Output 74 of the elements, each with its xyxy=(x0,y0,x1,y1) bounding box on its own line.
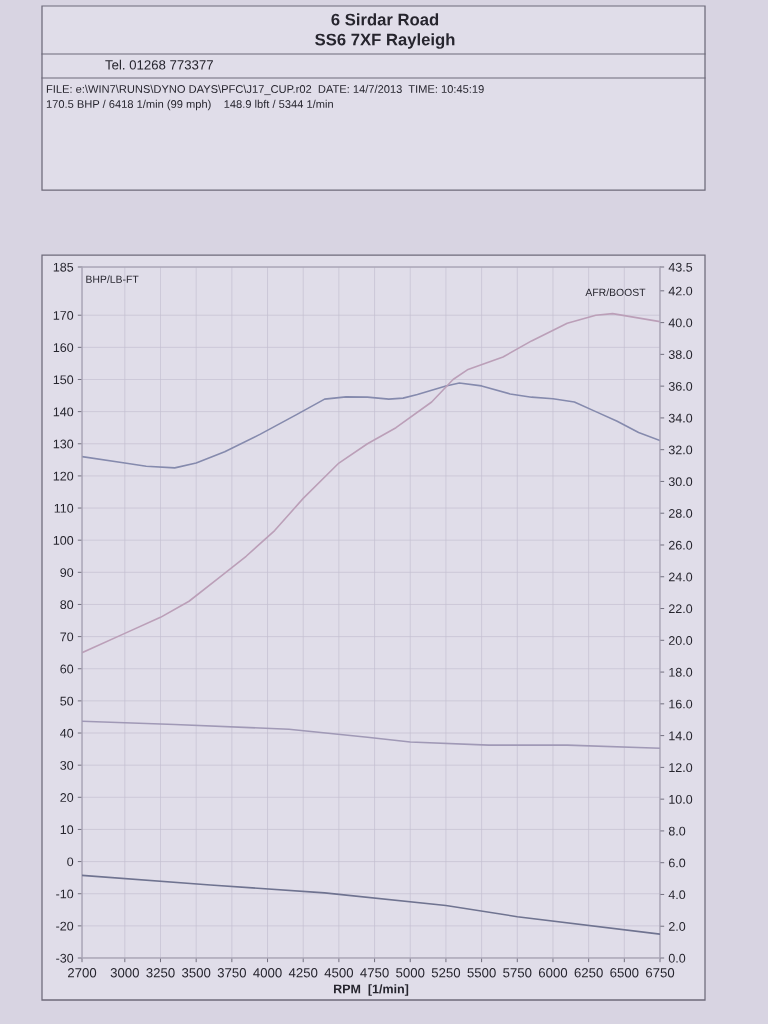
x-tick-label: 2700 xyxy=(67,968,97,978)
x-tick-label: 5250 xyxy=(431,968,461,978)
x-tick-label: 6250 xyxy=(574,968,603,978)
y2-tick-label: 40.0 xyxy=(668,318,693,328)
y2-tick-label: 14.0 xyxy=(669,731,693,741)
y-tick-label: 110 xyxy=(54,503,74,513)
x-tick-label: 6750 xyxy=(646,968,675,978)
y-tick-label: -20 xyxy=(56,921,74,931)
y-tick-label: 20 xyxy=(60,793,74,802)
y-tick-label: 40 xyxy=(60,728,74,738)
y2-tick-label: 12.0 xyxy=(669,763,693,773)
line-series xyxy=(82,874,660,935)
text: Tel. 01268 773377 xyxy=(105,59,213,70)
x-tick-label: 3750 xyxy=(217,968,247,978)
y2-tick-label: 2.0 xyxy=(668,922,686,931)
x-tick-label: 4750 xyxy=(360,968,389,978)
y2-tick-label: 18.0 xyxy=(669,667,693,677)
y2-tick-label: 20.0 xyxy=(668,636,693,645)
y2-tick-label: 28.0 xyxy=(668,509,693,518)
x-tick-label: 3500 xyxy=(182,968,211,978)
y-tick-label: 140 xyxy=(53,407,74,417)
y-tick-label: 10 xyxy=(60,825,74,835)
y-tick-label: 60 xyxy=(60,664,74,674)
y2-tick-label: 8.0 xyxy=(668,826,686,836)
x-tick-label: 5500 xyxy=(467,968,496,978)
y2-tick-label: 38.0 xyxy=(668,350,693,360)
x-tick-label: 5000 xyxy=(396,968,425,978)
x-tick-label: 6000 xyxy=(538,968,568,978)
line-series xyxy=(82,312,660,654)
x-axis-title: RPM [1/min] xyxy=(333,984,409,996)
y-tick-label: 120 xyxy=(53,471,74,481)
y-tick-label: 80 xyxy=(60,600,74,610)
y-tick-label: 70 xyxy=(60,632,74,642)
y2-tick-label: 42.0 xyxy=(668,286,693,296)
y-tick-label: -30 xyxy=(56,953,74,963)
x-tick-label: 3000 xyxy=(110,968,139,978)
line-series xyxy=(82,382,660,469)
text: 170.5 BHP / 6418 1/min (99 mph) 148.9 lbft / 5344 1/min xyxy=(46,99,333,111)
y-tick-label: 170 xyxy=(53,311,74,320)
x-tick-label: 6500 xyxy=(610,968,639,978)
y-tick-label: 50 xyxy=(60,696,74,706)
x-tick-label: 4250 xyxy=(288,968,318,978)
y-tick-label: 100 xyxy=(53,535,74,545)
text: SS6 7XF Rayleigh xyxy=(315,33,455,49)
text: 6 Sirdar Road xyxy=(331,13,439,26)
y-tick-label: 150 xyxy=(53,375,74,385)
y2-tick-label: 6.0 xyxy=(668,858,686,868)
y-tick-label: 0 xyxy=(67,857,74,867)
y2-tick-label: 4.0 xyxy=(668,890,686,900)
line-series xyxy=(82,720,660,750)
y2-tick-label: 36.0 xyxy=(668,381,693,391)
y-tick-label: -10 xyxy=(56,889,74,899)
y2-tick-label: 22.0 xyxy=(668,604,693,614)
y2-tick-label: 30.0 xyxy=(668,477,693,487)
x-tick-label: 4000 xyxy=(253,968,282,978)
y2-axis-title: AFR/BOOST xyxy=(585,288,646,297)
y2-tick-label: 10.0 xyxy=(669,794,693,804)
y-axis-title: BHP/LB-FT xyxy=(86,275,139,283)
x-tick-label: 4500 xyxy=(324,968,354,978)
x-tick-label: 3250 xyxy=(146,968,175,978)
text: FILE: e:\WIN7\RUNS\DYNO DAYS\PFC\J17_CUP.r02 DATE: 14/7/2013 TIME: 10:45:19 xyxy=(46,84,484,96)
y-tick-label: 90 xyxy=(60,568,74,577)
y-tick-label: 30 xyxy=(60,760,74,770)
y2-tick-label: 34.0 xyxy=(668,413,693,423)
y2-tick-label: 0.0 xyxy=(668,953,686,963)
y-tick-label: 130 xyxy=(53,439,74,449)
y2-tick-label: 43.5 xyxy=(668,262,693,272)
x-tick-label: 5750 xyxy=(503,968,532,978)
y2-tick-label: 32.0 xyxy=(668,445,693,455)
y2-tick-label: 24.0 xyxy=(668,572,693,582)
y-tick-label: 160 xyxy=(53,343,74,352)
y-tick-label: 185 xyxy=(53,262,74,272)
y2-tick-label: 26.0 xyxy=(668,540,693,550)
y2-tick-label: 16.0 xyxy=(669,699,693,709)
